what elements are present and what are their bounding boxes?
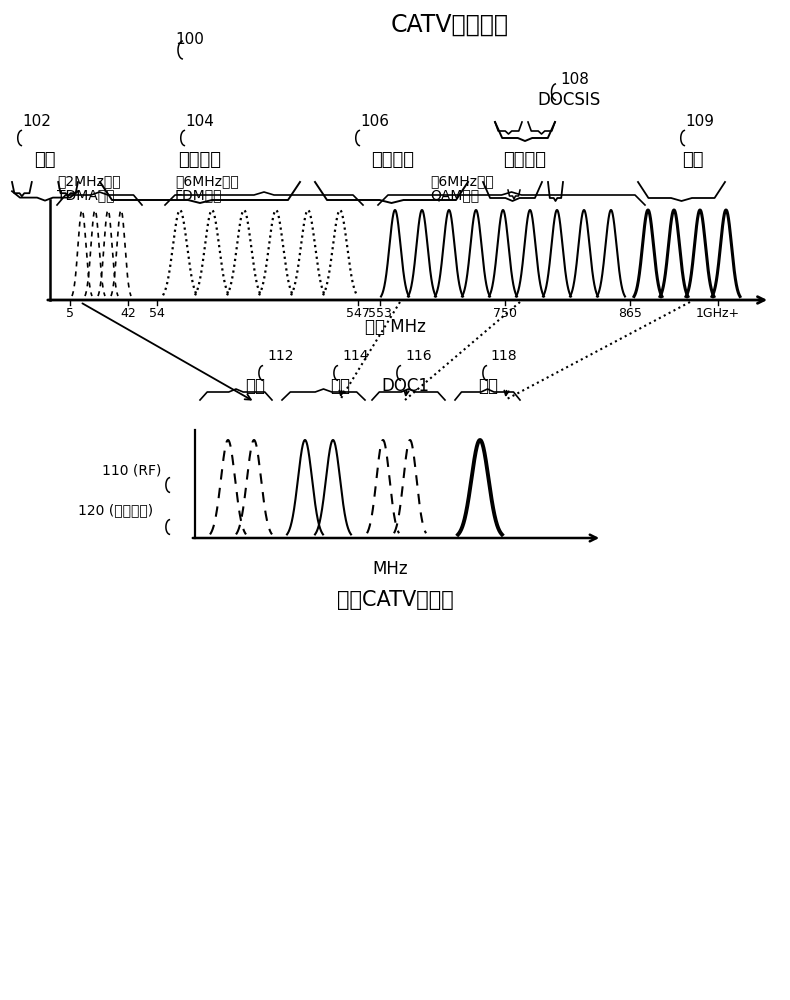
Text: QAM信道: QAM信道 [430,188,479,202]
Text: DOCSIS: DOCSIS [537,91,600,109]
Text: 模拟视频: 模拟视频 [179,151,221,169]
Text: 110 (RF): 110 (RF) [102,463,161,477]
Text: 553: 553 [368,307,392,320]
Text: TDMA信道: TDMA信道 [57,188,115,202]
Text: 102: 102 [22,114,51,129]
Text: FDM信道: FDM信道 [175,188,223,202]
Text: 547: 547 [346,307,370,320]
Text: 108: 108 [560,73,589,88]
Text: 5: 5 [66,307,74,320]
Text: 750: 750 [493,307,517,320]
Text: 54: 54 [149,307,165,320]
Text: 频率 MHz: 频率 MHz [364,318,426,336]
Text: 数字视频: 数字视频 [371,151,415,169]
Text: CATV频谱分配: CATV频谱分配 [391,13,509,37]
Text: 112: 112 [267,349,294,363]
Text: 上行: 上行 [245,377,265,395]
Text: 1GHz+: 1GHz+ [696,307,740,320]
Text: 42: 42 [120,307,136,320]
Text: MHz: MHz [372,560,408,578]
Text: 视频: 视频 [330,377,350,395]
Text: 120 (光学频率): 120 (光学频率) [78,503,153,517]
Text: 上行: 上行 [34,151,56,169]
Text: 简化CATV频谱图: 简化CATV频谱图 [337,590,453,610]
Text: 118: 118 [490,349,517,363]
Text: 116: 116 [405,349,431,363]
Text: 宽带: 宽带 [683,151,704,169]
Text: 剠6MHz带宽: 剠6MHz带宽 [175,174,239,188]
Text: 语音数据: 语音数据 [503,151,547,169]
Text: 宽带: 宽带 [478,377,498,395]
Text: 106: 106 [360,114,389,129]
Text: 865: 865 [618,307,642,320]
Text: 100: 100 [175,32,204,47]
Text: 114: 114 [342,349,368,363]
Text: 剠2MHz带宽: 剠2MHz带宽 [57,174,121,188]
Text: 剠6MHz带宽: 剠6MHz带宽 [430,174,494,188]
Text: 109: 109 [685,114,714,129]
Text: DOC1: DOC1 [381,377,429,395]
Text: 104: 104 [185,114,214,129]
